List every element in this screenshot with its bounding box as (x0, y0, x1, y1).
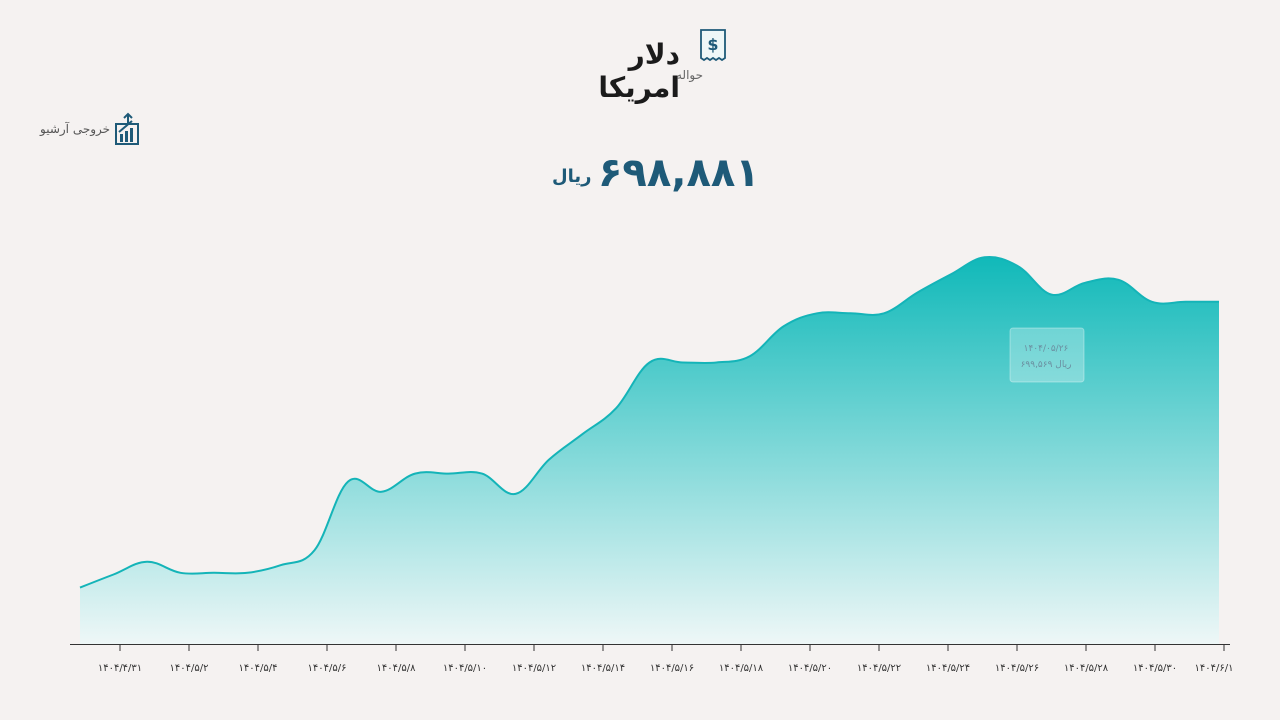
data-point[interactable] (581, 432, 585, 436)
data-point[interactable] (1184, 300, 1188, 304)
tooltip-value: ۶۹۹,۵۶۹ ریال (1021, 360, 1072, 370)
x-tick-label: ۱۴۰۴/۵/۱۶ (650, 663, 694, 674)
tooltip-date: ۱۴۰۴/۰۵/۲۶ (1024, 344, 1069, 354)
x-tick-label: ۱۴۰۴/۵/۴ (239, 663, 278, 674)
data-point[interactable] (782, 324, 786, 328)
x-tick-label: ۱۴۰۴/۵/۲۸ (1064, 663, 1109, 674)
chart-export-icon (115, 112, 140, 145)
data-point[interactable] (380, 490, 384, 494)
data-point[interactable] (748, 354, 752, 358)
price-series-line (79, 256, 1219, 589)
x-tick-label: ۱۴۰۴/۴/۳۱ (98, 663, 142, 674)
x-axis: ۱۴۰۴/۴/۳۱ ۱۴۰۴/۵/۲ ۱۴۰۴/۵/۴ ۱۴۰۴/۵/۶ ۱۴۰۴/۵/… (70, 644, 1233, 674)
x-tick-label: ۱۴۰۴/۵/۸ (377, 663, 417, 674)
data-point[interactable] (681, 361, 685, 365)
data-point[interactable] (715, 361, 719, 365)
x-tick-label: ۱۴۰۴/۵/۶ (308, 663, 347, 674)
data-point[interactable] (1217, 300, 1221, 304)
tooltip-box (1009, 327, 1085, 383)
page-title: دلار امریکا (598, 38, 680, 104)
x-tick-label: ۱۴۰۴/۵/۲۰ (788, 663, 832, 674)
data-point[interactable] (1117, 278, 1121, 282)
x-tick-label: ۱۴۰۴/۶/۱ (1195, 663, 1234, 674)
data-point[interactable] (614, 406, 618, 410)
data-point[interactable] (882, 311, 886, 315)
export-archive-button[interactable]: خروجی آرشیو (40, 112, 142, 146)
data-point[interactable] (514, 492, 518, 496)
x-tick-label: ۱۴۰۴/۵/۱۴ (581, 663, 625, 674)
data-point[interactable] (413, 472, 417, 476)
data-point[interactable] (447, 472, 451, 476)
data-point[interactable] (112, 573, 116, 577)
dollar-receipt-icon: $ (700, 29, 726, 62)
data-point[interactable] (1016, 264, 1020, 268)
current-price: ریال ۶۹۸,۸۸۱ (540, 150, 760, 202)
data-point[interactable] (1150, 300, 1154, 304)
data-point[interactable] (648, 361, 652, 365)
data-point[interactable] (279, 563, 283, 567)
x-tick-label: ۱۴۰۴/۵/۱۲ (512, 663, 556, 674)
data-point[interactable] (313, 548, 317, 552)
header: دلار امریکا حواله $ (0, 28, 1280, 104)
data-point[interactable] (916, 291, 920, 295)
x-tick-label: ۱۴۰۴/۵/۲۴ (926, 663, 970, 674)
price-value: ۶۹۸,۸۸۱ (598, 150, 760, 196)
data-point[interactable] (815, 311, 819, 315)
x-tick-label: ۱۴۰۴/۵/۲۲ (857, 663, 901, 674)
data-point[interactable] (1050, 293, 1054, 297)
x-tick-label: ۱۴۰۴/۵/۱۰ (443, 663, 487, 674)
export-archive-label: خروجی آرشیو (40, 122, 111, 136)
data-point[interactable] (849, 311, 853, 315)
data-point[interactable] (949, 272, 953, 276)
page-subtitle: حواله (676, 68, 704, 82)
price-unit: ریال (552, 166, 592, 187)
data-point[interactable] (212, 571, 216, 575)
x-tick-label: ۱۴۰۴/۵/۲ (170, 663, 209, 674)
x-tick-label: ۱۴۰۴/۵/۳۰ (1133, 663, 1177, 674)
x-tick-label: ۱۴۰۴/۵/۱۸ (719, 663, 764, 674)
data-point[interactable] (246, 571, 250, 575)
tooltip: ۱۴۰۴/۰۵/۲۶ ۶۹۹,۵۶۹ ریال (1009, 327, 1085, 383)
data-point[interactable] (78, 586, 82, 590)
area-layer (78, 255, 1221, 644)
data-point[interactable] (983, 255, 987, 259)
svg-text:$: $ (707, 35, 718, 54)
data-point[interactable] (145, 560, 149, 564)
data-point[interactable] (346, 480, 350, 484)
data-point[interactable] (1083, 281, 1087, 285)
data-point[interactable] (480, 472, 484, 476)
x-tick-label: ۱۴۰۴/۵/۲۶ (995, 663, 1039, 674)
data-point[interactable] (547, 458, 551, 462)
data-point[interactable] (179, 571, 183, 575)
price-area-fill (80, 257, 1219, 644)
